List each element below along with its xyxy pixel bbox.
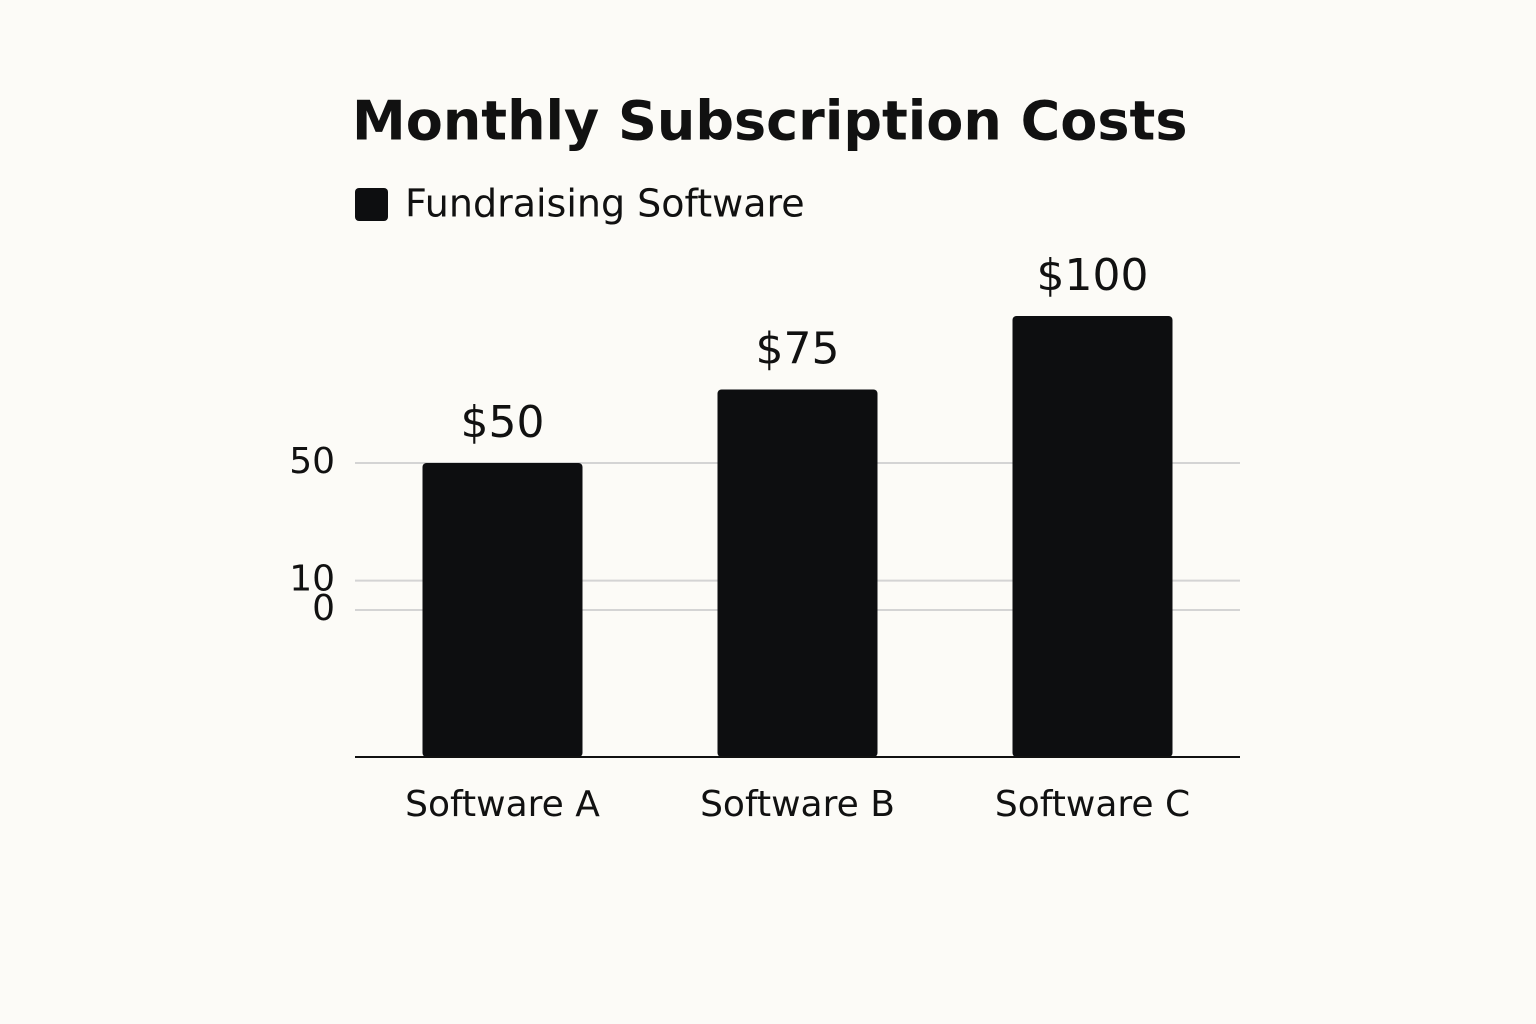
x-tick-label: Software B xyxy=(700,784,895,825)
y-tick-label: 50 xyxy=(289,441,335,482)
chart-title: Monthly Subscription Costs xyxy=(352,90,1187,153)
bar xyxy=(1012,316,1173,757)
x-tick-label: Software C xyxy=(995,784,1190,825)
y-tick-label: 10 xyxy=(289,559,335,600)
bar xyxy=(717,389,878,757)
legend-label: Fundraising Software xyxy=(405,182,805,226)
y-tick-label: 0 xyxy=(312,588,335,629)
data-label: $100 xyxy=(1037,250,1149,301)
bar xyxy=(422,463,583,757)
data-label: $75 xyxy=(756,324,840,375)
data-label: $50 xyxy=(461,397,545,448)
x-tick-label: Software A xyxy=(405,784,600,825)
legend-swatch xyxy=(355,188,388,221)
